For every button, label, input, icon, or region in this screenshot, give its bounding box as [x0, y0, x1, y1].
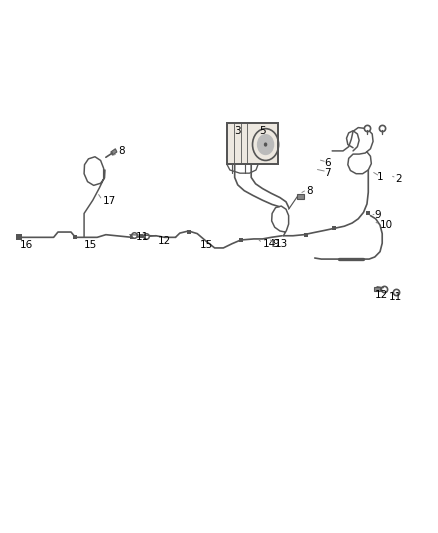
Bar	[111, 149, 117, 155]
Text: 16: 16	[20, 240, 33, 251]
Text: 3: 3	[234, 126, 241, 136]
Text: 5: 5	[259, 126, 266, 136]
Text: 9: 9	[375, 209, 381, 220]
Text: 8: 8	[306, 186, 313, 196]
Text: 12: 12	[158, 236, 171, 246]
Text: 15: 15	[84, 240, 97, 251]
Circle shape	[257, 134, 274, 155]
Text: 13: 13	[275, 239, 288, 249]
Text: 7: 7	[324, 168, 331, 177]
Text: 8: 8	[118, 146, 125, 156]
Text: 2: 2	[395, 174, 402, 184]
Text: 1: 1	[377, 172, 383, 182]
Text: 15: 15	[199, 240, 213, 251]
Text: 14: 14	[262, 239, 276, 249]
Text: 11: 11	[135, 232, 148, 243]
Text: 17: 17	[102, 196, 116, 206]
Text: 10: 10	[380, 220, 393, 230]
Text: 11: 11	[389, 292, 402, 302]
Text: 12: 12	[375, 289, 388, 300]
Bar	[297, 195, 304, 199]
Bar	[374, 287, 380, 291]
FancyBboxPatch shape	[227, 123, 278, 164]
Circle shape	[264, 142, 267, 147]
Text: 9: 9	[272, 239, 279, 249]
Text: 6: 6	[324, 158, 331, 168]
